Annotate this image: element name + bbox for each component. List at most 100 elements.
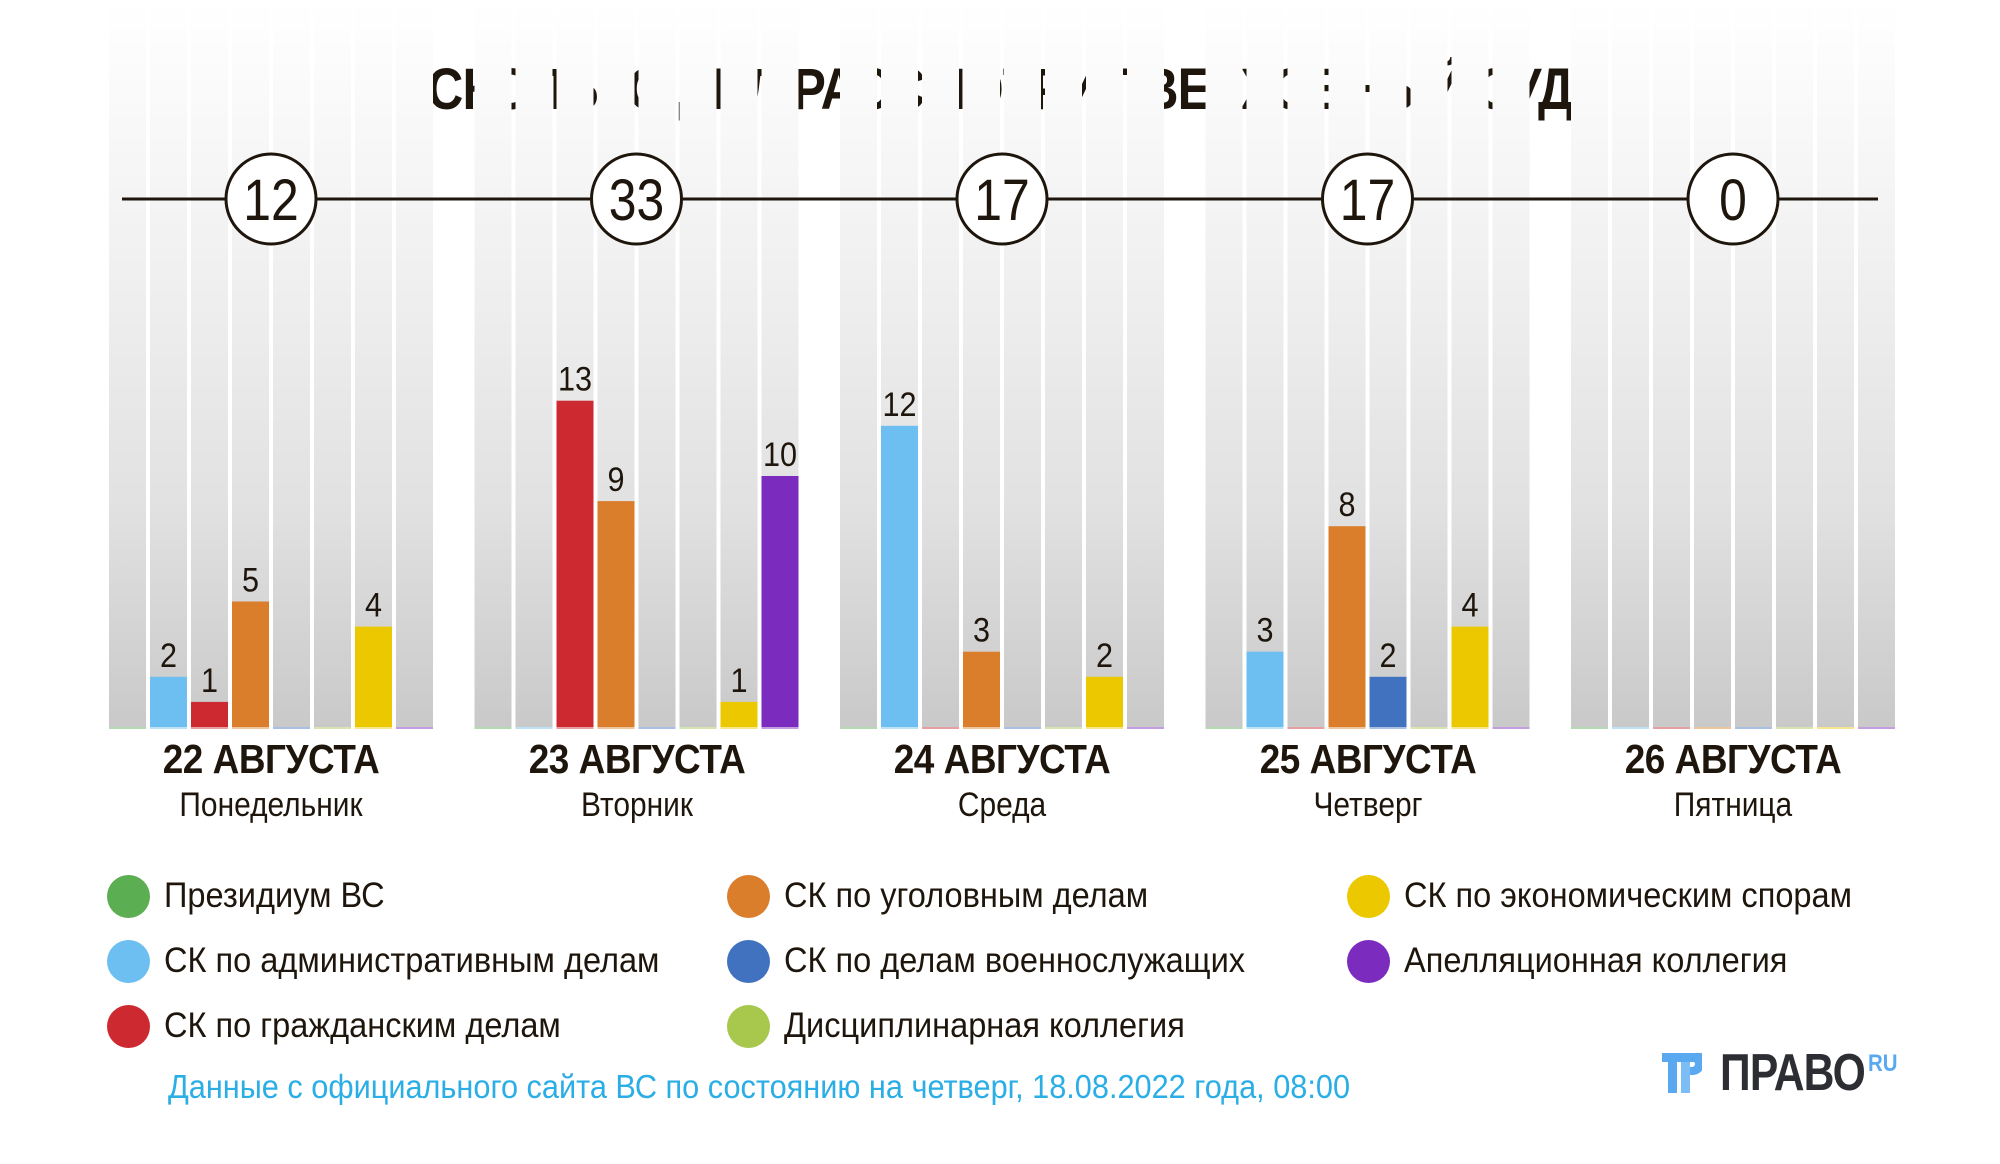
background-column [474,0,512,727]
day-total-circle [1321,152,1414,246]
bar-value-label: 2 [160,636,177,674]
bar [150,676,187,727]
logo-suffix: RU [1868,1050,1898,1077]
day-total-circle [955,152,1049,246]
day-total-circle [224,152,318,246]
background-column [150,0,187,727]
column-baseline-mark [1369,727,1407,729]
bar [881,425,918,727]
bar-value-label: 12 [882,385,916,423]
day-total-value: 17 [1340,169,1395,233]
bar-value-label: 1 [730,661,747,699]
bar [597,501,635,727]
column-baseline-mark [1328,727,1366,729]
column-baseline-mark [1086,727,1123,729]
column-baseline-mark [963,727,1000,729]
column-baseline-mark [474,727,512,729]
column-baseline-mark [1127,727,1164,729]
background-column [1653,0,1690,727]
legend-color-dot [1347,874,1390,918]
legend-label: СК по экономическим спорам [1404,876,1853,915]
day-label: 23 АВГУСТА Вторник [457,735,817,827]
legend-color-dot [107,939,150,983]
bar-value-label: 3 [973,611,990,649]
bar [761,476,799,727]
legend-color-dot [727,1004,770,1048]
column-baseline-mark [1735,727,1772,729]
legend-color-dot [727,874,770,918]
day-weekday: Среда [957,786,1047,824]
bars [150,400,1489,727]
background-column [1817,0,1854,727]
logo-text: ПРАВО [1720,1044,1866,1102]
legend-color-dot [727,939,770,983]
column-baseline-mark [1612,727,1649,729]
legend-label: Президиум ВС [164,876,385,915]
bar-value-label: 3 [1256,611,1273,649]
legend-label: СК по административным делам [164,941,660,980]
legend-item: СК по уголовным делам [727,870,1176,922]
column-baseline-mark [1817,727,1854,729]
bar-value-label: 2 [1096,636,1113,674]
day-label: 26 АВГУСТА Пятница [1553,735,1913,827]
background-column [191,0,228,727]
column-baseline-mark [109,727,146,729]
column-baseline-mark [1410,727,1448,729]
background-column [1127,0,1164,727]
background-column [679,0,717,727]
legend-item: СК по делам военнослужащих [727,935,1280,987]
column-baseline-mark [720,727,758,729]
bar [1369,676,1407,727]
column-baseline-mark [1246,727,1284,729]
day-date: 26 АВГУСТА [1624,736,1842,782]
pravo-logo-icon [1662,1053,1702,1093]
background-column [1451,0,1489,727]
day-label: 24 АВГУСТА Среда [822,735,1182,827]
day-date: 22 АВГУСТА [162,736,380,782]
background-column [1858,0,1895,727]
background-column [1571,0,1608,727]
column-baseline-mark [1451,727,1489,729]
background-columns [109,0,1895,729]
column-baseline-mark [556,727,594,729]
legend: Президиум ВС СК по административным делам… [0,870,2000,1050]
legend-label: СК по уголовным делам [784,876,1149,915]
background-column [273,0,310,727]
background-column [1205,0,1243,727]
day-weekday: Понедельник [179,786,363,824]
day-weekday: Четверг [1312,786,1423,824]
bar [1451,626,1489,727]
day-total-value: 0 [1719,169,1747,233]
column-baseline-mark [881,727,918,729]
column-baseline-mark [761,727,799,729]
bar [1086,676,1123,727]
bar [355,626,392,727]
column-baseline-mark [1571,727,1608,729]
day-label: 22 АВГУСТА Понедельник [91,735,451,827]
bar [556,400,594,727]
background-column [1410,0,1448,727]
column-baseline-mark [355,727,392,729]
column-baseline-mark [150,727,187,729]
background-column [840,0,877,727]
pravo-ru-logo[interactable]: ПРАВО RU [1662,1044,1898,1102]
background-column [1776,0,1813,727]
bar [1246,651,1284,727]
column-baseline-mark [679,727,717,729]
background-column [515,0,553,727]
column-baseline-mark [232,727,269,729]
day-total-circle [590,152,683,246]
background-column [1045,0,1082,727]
legend-item: СК по гражданским делам [107,1000,591,1052]
legend-item: Апелляционная коллегия [1347,935,1816,987]
day-weekday: Пятница [1673,786,1793,824]
column-baseline-mark [1004,727,1041,729]
background-column [109,0,146,727]
background-column [1246,0,1284,727]
day-total-value: 17 [974,169,1029,233]
background-column [1612,0,1649,727]
bar [232,601,269,727]
column-baseline-mark [597,727,635,729]
column-baseline-mark [1653,727,1690,729]
